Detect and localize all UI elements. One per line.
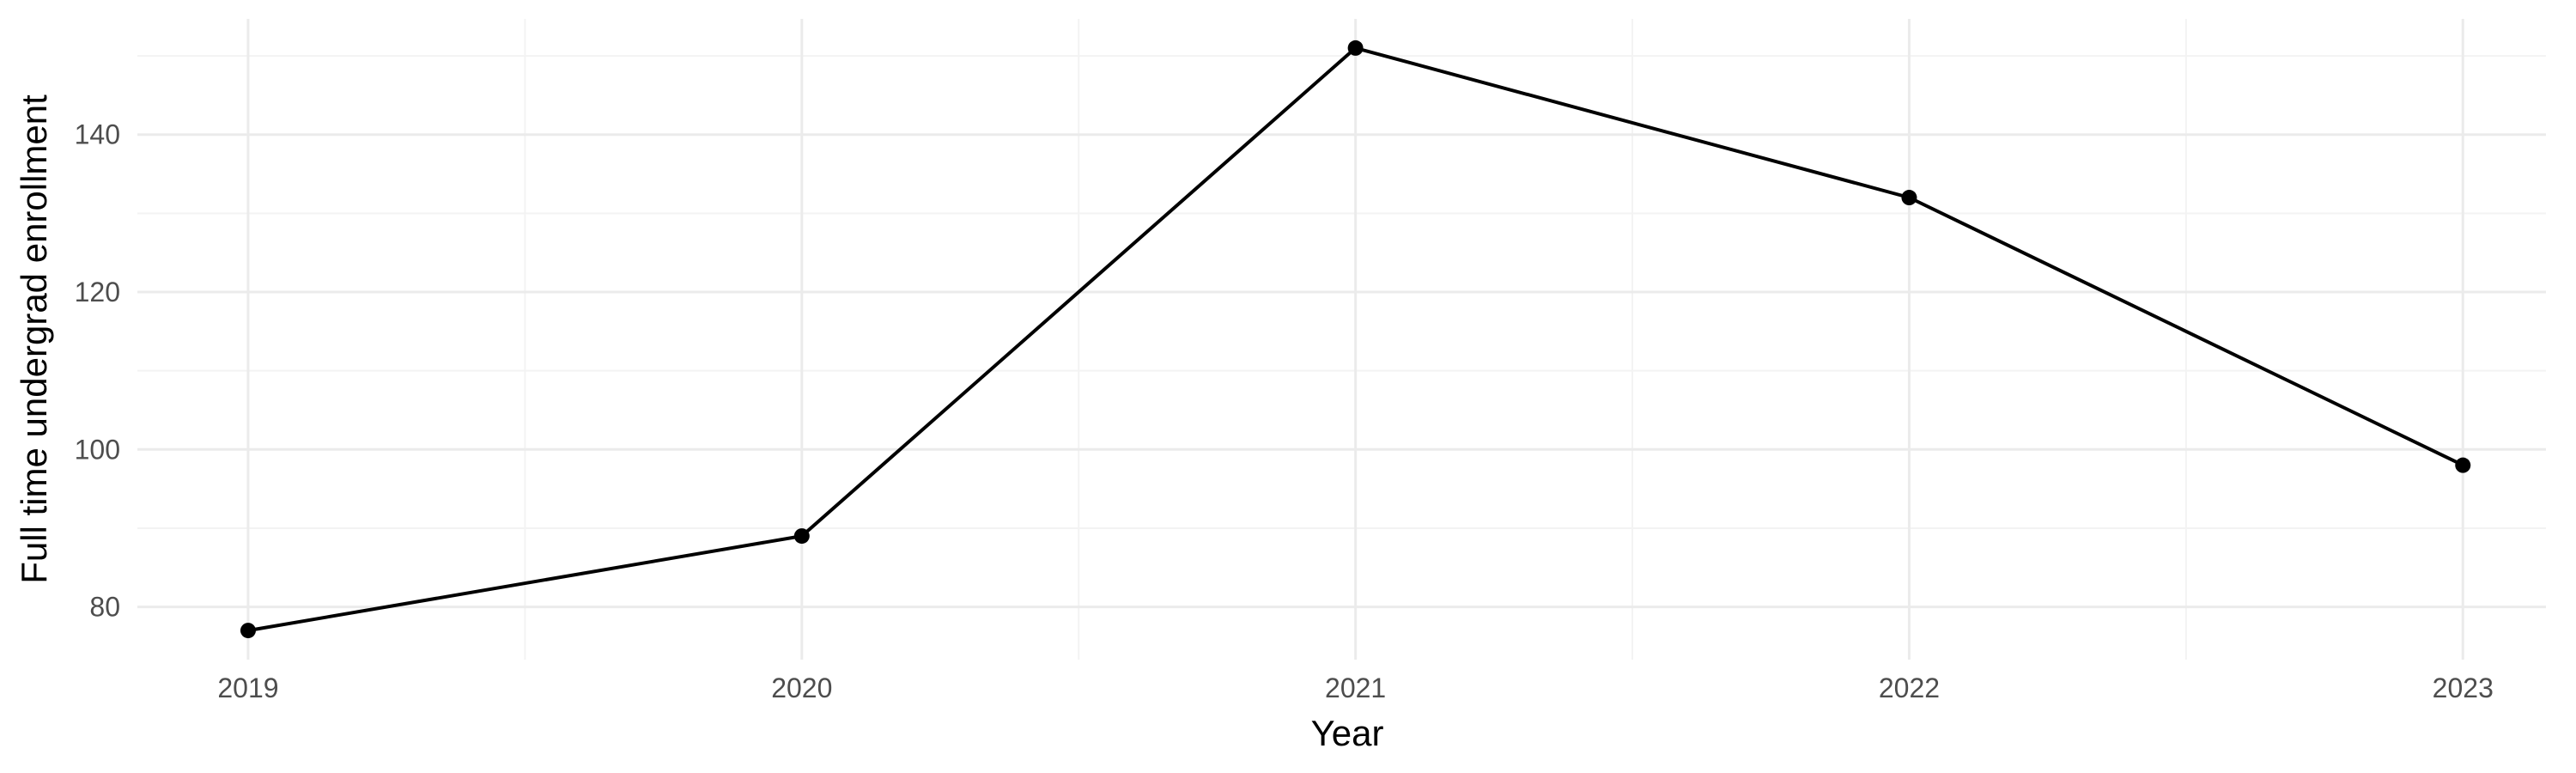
y-axis-ticks: 80 100 120 140 [75,119,120,623]
y-tick-label: 100 [75,434,120,465]
data-point [2455,457,2471,473]
x-axis-ticks: 2019 2020 2021 2022 2023 [217,673,2493,703]
y-tick-label: 120 [75,277,120,307]
series-layer [240,40,2471,639]
y-axis-title: Full time undergrad enrollment [14,94,54,584]
x-tick-label: 2021 [1325,673,1386,703]
x-tick-label: 2022 [1879,673,1940,703]
x-tick-label: 2023 [2433,673,2494,703]
grid-lines [137,19,2546,660]
x-tick-label: 2019 [217,673,278,703]
x-tick-label: 2020 [771,673,832,703]
data-point [240,623,256,639]
y-tick-label: 140 [75,119,120,150]
data-point [793,528,810,545]
data-point [1347,40,1364,56]
y-tick-label: 80 [89,592,120,623]
data-point [1901,190,1917,206]
x-axis-title: Year [1311,713,1384,753]
